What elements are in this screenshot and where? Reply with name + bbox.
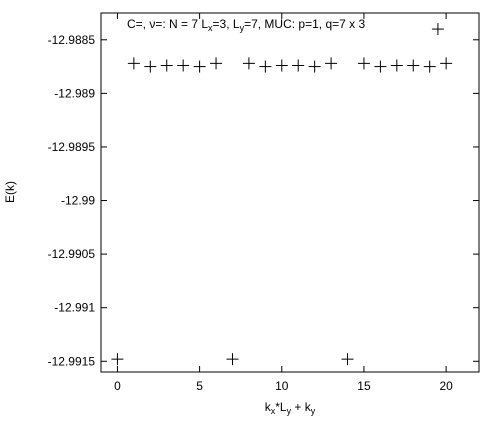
x-tick-label: 20 (439, 379, 453, 393)
data-point-marker (407, 59, 420, 72)
data-point-marker (390, 59, 403, 72)
x-tick-label: 0 (114, 379, 121, 393)
data-point-marker (308, 60, 321, 73)
data-point-marker (144, 60, 157, 73)
plot-frame (100, 12, 480, 373)
data-point-marker (292, 59, 305, 72)
data-point-marker (111, 353, 124, 366)
x-tick-label: 15 (357, 379, 371, 393)
data-point-marker (431, 23, 444, 36)
data-point-marker (374, 60, 387, 73)
data-point-marker (341, 353, 354, 366)
data-point-marker (242, 57, 255, 70)
y-tick-label: -12.9905 (48, 247, 96, 261)
y-tick-label: -12.9885 (48, 33, 96, 47)
y-axis: -12.9885 -12.989 -12.9895 -12.99 -12.9905 -12… (48, 33, 479, 368)
data-point-marker (423, 60, 436, 73)
y-tick-label: -12.99 (61, 194, 95, 208)
x-tick-label: 5 (196, 379, 203, 393)
data-point-marker (440, 57, 453, 70)
data-points (111, 23, 453, 366)
data-point-marker (193, 60, 206, 73)
x-tick-label: 10 (275, 379, 289, 393)
x-axis-label: kx*Ly + ky (265, 400, 316, 416)
y-axis-label: E(k) (3, 181, 17, 203)
x-axis: 0 5 10 15 20 (114, 13, 453, 393)
data-point-marker (160, 59, 173, 72)
data-point-marker (226, 353, 239, 366)
data-point-marker (325, 57, 338, 70)
data-point-marker (210, 57, 223, 70)
y-tick-label: -12.9915 (48, 354, 96, 368)
data-point-marker (177, 59, 190, 72)
y-tick-label: -12.991 (54, 301, 95, 315)
data-point-marker (275, 59, 288, 72)
data-point-marker (127, 57, 140, 70)
y-tick-label: -12.9895 (48, 140, 96, 154)
plot-annotation: C=, ν=: N = 7 Lx=3, Ly=7, MUC: p=1, q=7 … (127, 17, 365, 33)
y-tick-label: -12.989 (54, 86, 95, 100)
data-point-marker (259, 60, 272, 73)
data-point-marker (357, 57, 370, 70)
